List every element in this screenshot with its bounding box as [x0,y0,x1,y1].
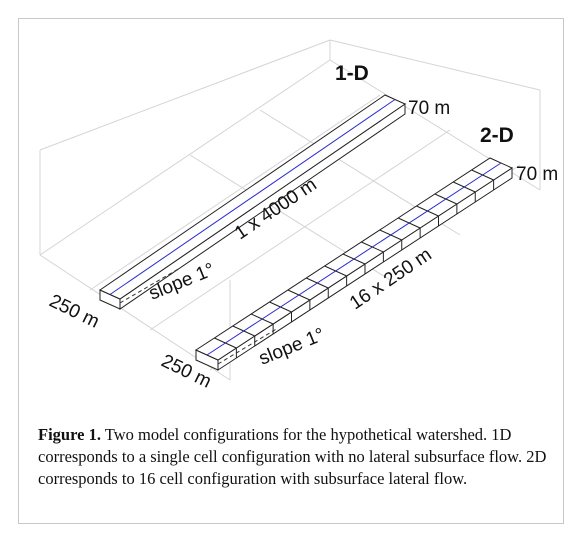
cell-divider [324,265,347,277]
cell-divider [232,325,255,337]
caption-text: Two model configurations for the hypothe… [38,425,547,488]
diagram: 1-D 70 m 2-D 70 m 1 x 4000 m slope 1° 25… [39,39,558,393]
cell-divider [416,205,439,217]
label-1d-width: 70 m [408,98,450,119]
cell-divider [361,241,384,253]
cell-divider [379,229,402,241]
cell-divider [269,301,292,313]
figure-frame [18,18,564,524]
slope-line-1d [119,267,181,304]
label-1d-end: 250 m [46,291,103,333]
slope-line-2d [217,327,279,365]
cell-divider [287,289,311,301]
label-1d: 1-D [335,62,369,85]
bar-2d [194,157,514,371]
cell-divider [397,217,421,229]
cell-divider [453,181,476,193]
caption: Figure 1. Two model configurations for t… [38,424,548,490]
cell-divider [471,169,494,181]
cell-divider [434,193,458,205]
bar-1d [98,94,407,310]
cell-divider [250,313,274,325]
cell-divider [306,277,329,289]
cell-divider [342,253,366,265]
caption-label: Figure 1. [38,425,101,444]
label-2d: 2-D [480,124,514,147]
label-2d-width: 70 m [516,164,558,185]
cell-divider [214,337,237,349]
